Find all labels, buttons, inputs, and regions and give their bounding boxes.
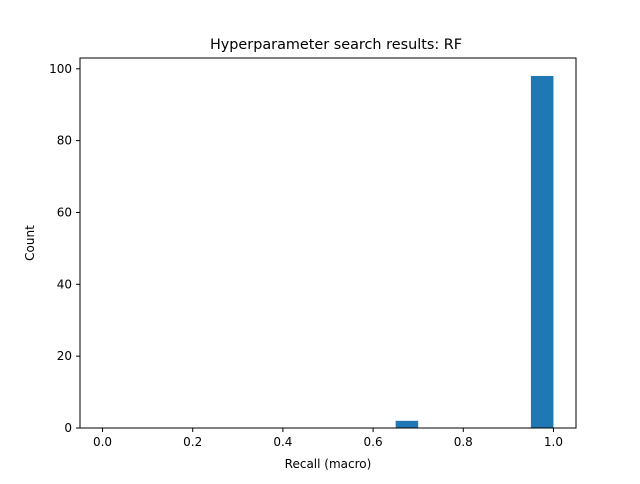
y-tick-label: 20: [57, 349, 72, 363]
y-tick-label: 80: [57, 134, 72, 148]
y-axis-ticks: 0 20 40 60 80 100: [49, 62, 80, 435]
bars-layer: [395, 75, 554, 429]
x-tick-label: 1.0: [544, 435, 563, 449]
x-tick-label: 0.8: [454, 435, 473, 449]
y-tick-label: 0: [64, 421, 72, 435]
x-tick-label: 0.0: [93, 435, 112, 449]
x-tick-label: 0.4: [273, 435, 292, 449]
y-tick-label: 40: [57, 277, 72, 291]
axes-frame: [79, 57, 577, 429]
x-axis-label: Recall (macro): [285, 457, 372, 471]
y-axis-label: Count: [23, 225, 37, 261]
histogram-bar: [395, 420, 419, 428]
chart-title: Hyperparameter search results: RF: [210, 37, 462, 53]
x-axis-ticks: 0.0 0.2 0.4 0.6 0.8 1.0: [93, 428, 563, 449]
x-tick-label: 0.2: [183, 435, 202, 449]
histogram-bar: [530, 75, 554, 429]
y-tick-label: 60: [57, 205, 72, 219]
y-tick-label: 100: [49, 62, 72, 76]
x-tick-label: 0.6: [364, 435, 383, 449]
